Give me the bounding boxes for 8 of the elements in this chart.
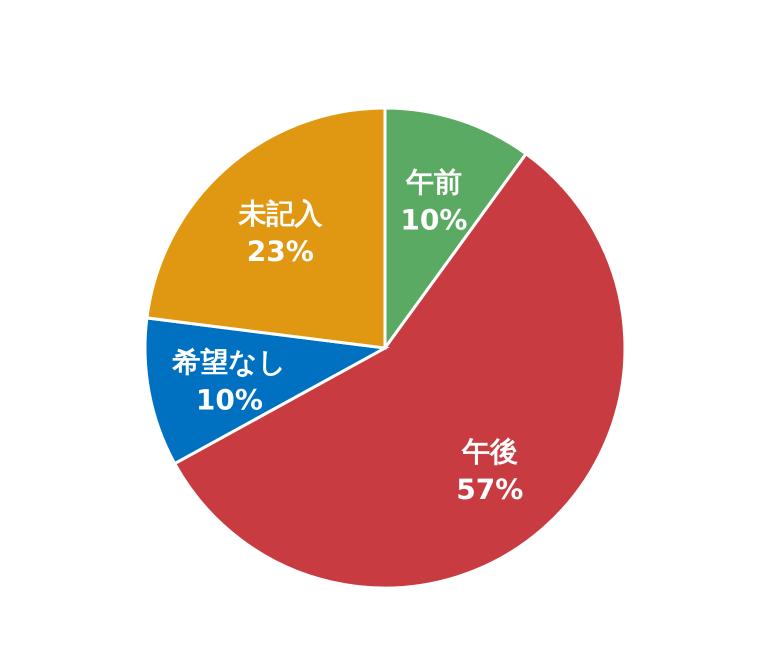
data-label: 57%: [456, 472, 524, 506]
slice-label: 希望なし: [171, 346, 286, 379]
slice-label: 午前: [404, 165, 462, 198]
data-label: 10%: [400, 203, 468, 236]
slice-label: 未記入: [237, 197, 324, 230]
data-label: 23%: [246, 235, 314, 268]
slice-label: 午後: [460, 434, 518, 468]
data-label: 10%: [196, 384, 263, 417]
